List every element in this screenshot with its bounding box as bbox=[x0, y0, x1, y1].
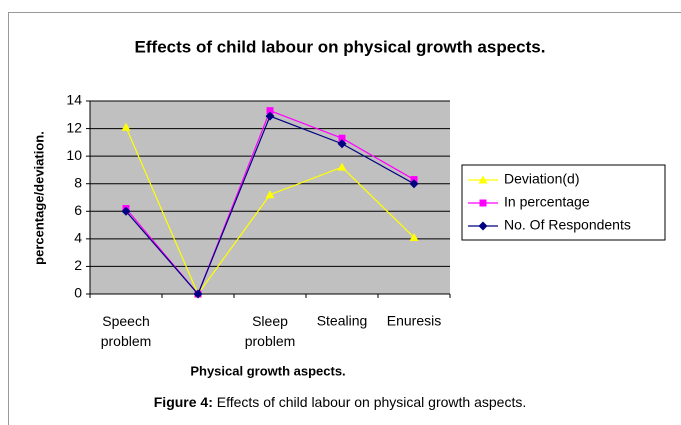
marker bbox=[478, 175, 488, 184]
marker bbox=[193, 289, 203, 299]
y-tick-label: 6 bbox=[74, 202, 82, 218]
y-tick-label: 12 bbox=[66, 119, 82, 135]
caption-label: Figure 4: bbox=[154, 394, 213, 410]
marker bbox=[265, 190, 275, 199]
caption: Figure 4: Effects of child labour on phy… bbox=[154, 394, 526, 410]
marker bbox=[266, 107, 274, 115]
marker bbox=[479, 199, 487, 207]
marker bbox=[265, 111, 275, 121]
y-tick-label: 8 bbox=[74, 174, 82, 190]
chart-title: Effects of child labour on physical grow… bbox=[135, 37, 546, 56]
marker bbox=[121, 206, 131, 216]
x-axis-label: Physical growth aspects. bbox=[190, 363, 345, 378]
legend-label: Deviation(d) bbox=[504, 171, 579, 187]
y-tick-label: 4 bbox=[74, 230, 82, 246]
x-tick-label: Stealing bbox=[317, 313, 368, 329]
marker bbox=[338, 134, 346, 142]
legend-label: No. Of Respondents bbox=[504, 217, 631, 233]
marker bbox=[121, 122, 131, 131]
y-tick-label: 14 bbox=[66, 92, 82, 108]
marker bbox=[337, 139, 347, 149]
marker bbox=[409, 232, 419, 241]
marker bbox=[337, 162, 347, 171]
y-tick-label: 2 bbox=[74, 257, 82, 273]
x-tick-label: Enuresis bbox=[387, 313, 441, 329]
x-tick-label: Sleep problem bbox=[245, 313, 296, 349]
marker bbox=[478, 221, 488, 231]
marker bbox=[409, 179, 419, 189]
y-axis-label: percentage/deviation. bbox=[31, 131, 46, 265]
y-tick-label: 0 bbox=[74, 285, 82, 301]
x-tick-label: Speech problem bbox=[101, 313, 152, 349]
legend-label: In percentage bbox=[504, 194, 590, 210]
y-tick-label: 10 bbox=[66, 147, 82, 163]
caption-text: Effects of child labour on physical grow… bbox=[213, 394, 526, 410]
